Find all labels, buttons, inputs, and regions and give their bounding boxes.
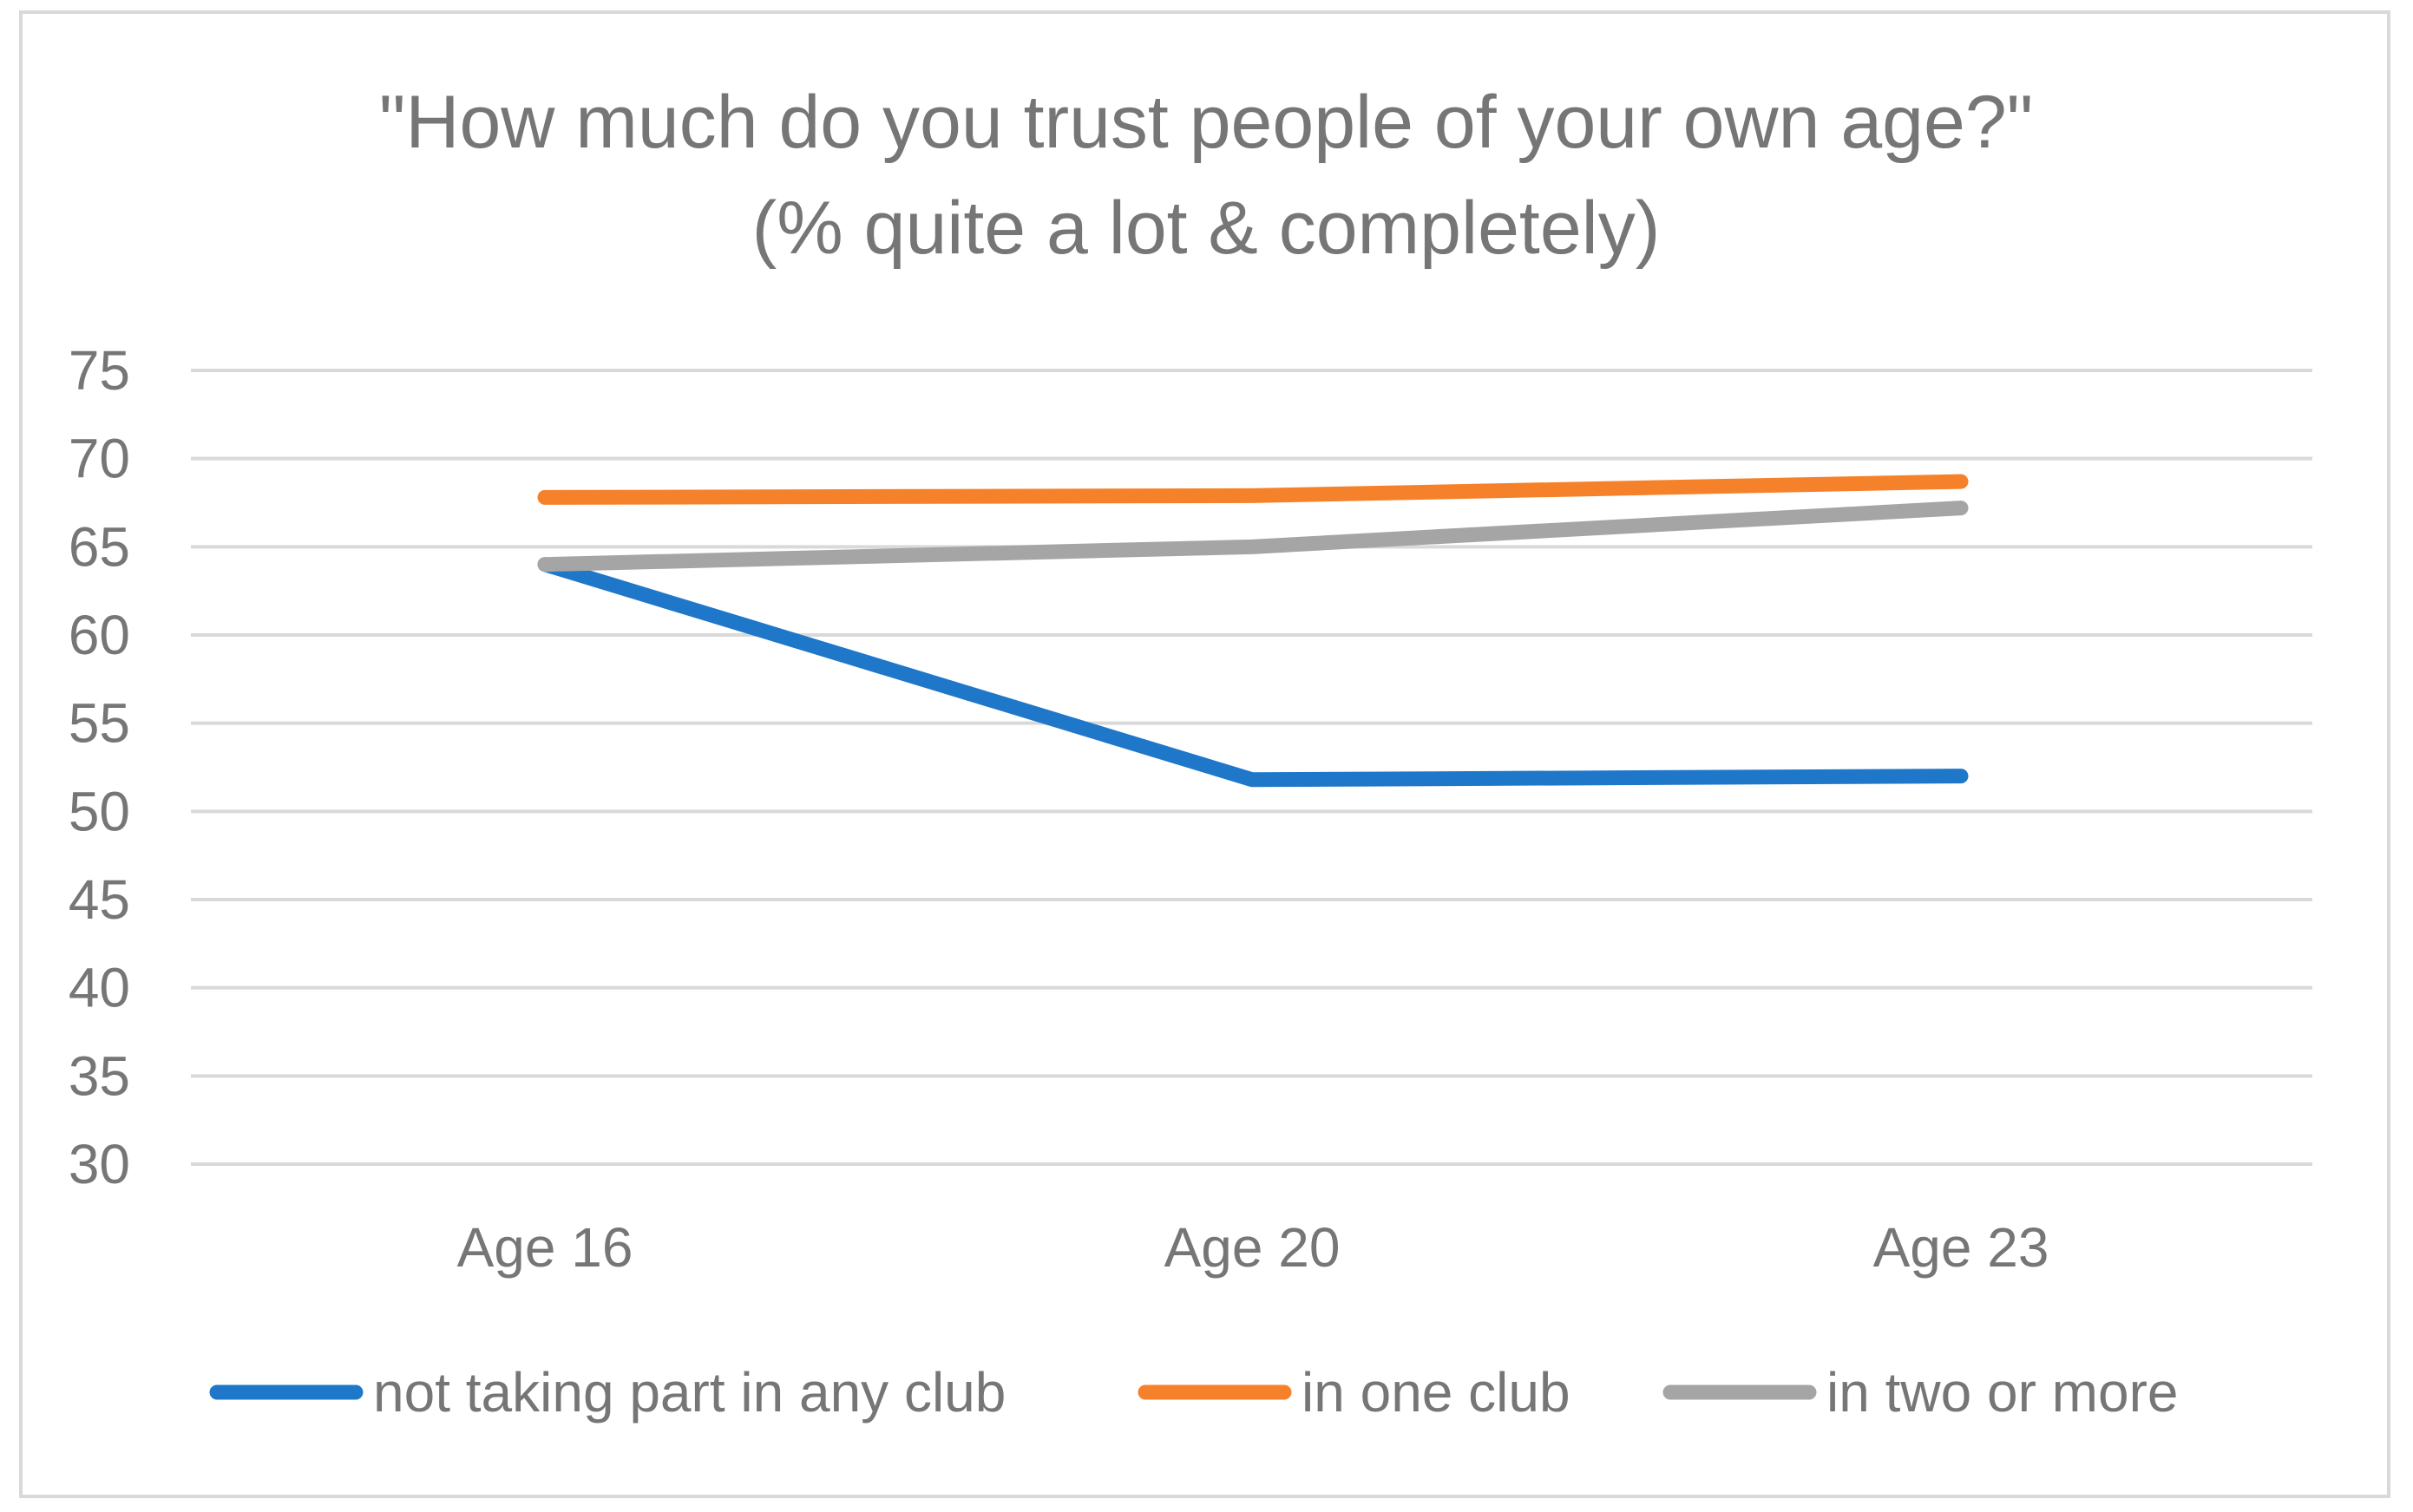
y-tick-label: 45 (69, 868, 130, 931)
chart-title: "How much do you trust people of your ow… (379, 81, 2033, 164)
legend: not taking part in any club in one club in… (209, 1361, 2178, 1424)
series-line-2 (537, 501, 1969, 573)
y-tick-label: 65 (69, 515, 130, 578)
x-axis-ticks: Age 16 Age 20 Age 23 (457, 1216, 2049, 1279)
y-tick-label: 75 (69, 339, 130, 402)
x-tick-label: Age 16 (457, 1216, 633, 1279)
series-lines (537, 474, 1969, 788)
legend-label: not taking part in any club (373, 1361, 1006, 1424)
y-tick-label: 35 (69, 1044, 130, 1107)
y-axis-ticks: 75 70 65 60 55 50 45 40 35 30 (69, 339, 130, 1195)
series-line-0 (537, 557, 1969, 788)
y-tick-label: 70 (69, 428, 130, 490)
y-tick-label: 40 (69, 957, 130, 1019)
y-tick-label: 50 (69, 780, 130, 842)
x-tick-label: Age 20 (1164, 1216, 1341, 1279)
chart-subtitle: (% quite a lot & completely) (752, 187, 1661, 270)
legend-label: in one club (1302, 1361, 1570, 1424)
x-tick-label: Age 23 (1873, 1216, 2049, 1279)
y-tick-label: 55 (69, 692, 130, 755)
y-tick-label: 60 (69, 604, 130, 666)
chart-frame (19, 10, 2390, 1498)
series-line-1 (537, 474, 1969, 505)
y-tick-label: 30 (69, 1133, 130, 1195)
gridlines (191, 369, 2312, 1166)
legend-label: in two or more (1826, 1361, 2178, 1424)
